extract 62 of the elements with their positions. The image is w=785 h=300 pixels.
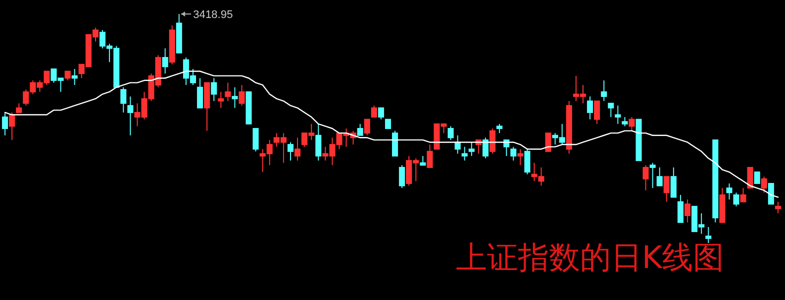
candlestick bbox=[664, 176, 670, 202]
candlestick bbox=[8, 112, 15, 140]
candlestick bbox=[496, 123, 502, 134]
candlestick bbox=[127, 96, 134, 136]
candlestick bbox=[761, 176, 768, 194]
candlestick bbox=[586, 96, 593, 120]
candlestick bbox=[608, 102, 614, 118]
candlestick bbox=[224, 82, 231, 102]
candlestick bbox=[392, 130, 398, 156]
candlestick bbox=[642, 164, 649, 191]
candlestick bbox=[364, 118, 370, 136]
candlestick bbox=[545, 132, 552, 152]
candlestick bbox=[315, 123, 322, 162]
candlestick bbox=[357, 123, 364, 136]
candlestick bbox=[482, 137, 489, 159]
candlestick bbox=[768, 182, 774, 205]
candlestick bbox=[426, 144, 433, 168]
candlestick bbox=[196, 78, 203, 108]
candlestick bbox=[754, 172, 760, 184]
candlestick bbox=[622, 116, 628, 127]
candlestick bbox=[120, 86, 126, 113]
candlestick bbox=[468, 142, 475, 156]
candlestick bbox=[628, 116, 635, 132]
candlestick bbox=[238, 84, 245, 106]
candlestick bbox=[705, 226, 712, 244]
candlestick bbox=[678, 194, 684, 223]
text: 上证指数的日K线图 bbox=[456, 240, 724, 276]
candlestick bbox=[650, 162, 656, 189]
candlestick bbox=[462, 146, 468, 162]
annotation: 3418.95 bbox=[193, 9, 233, 21]
candlestick bbox=[398, 164, 405, 189]
candlestick bbox=[420, 155, 426, 166]
candlestick bbox=[670, 166, 677, 198]
candlestick bbox=[2, 112, 8, 136]
candlestick bbox=[524, 148, 530, 175]
candlestick bbox=[656, 166, 663, 186]
candlestick bbox=[733, 192, 740, 207]
candlestick bbox=[162, 48, 168, 74]
candlestick bbox=[252, 128, 259, 152]
candlestick bbox=[600, 80, 607, 102]
candlestick bbox=[775, 201, 782, 214]
candlestick bbox=[489, 128, 496, 154]
candlestick bbox=[16, 102, 22, 113]
candlestick bbox=[747, 166, 754, 189]
candlestick bbox=[385, 118, 392, 129]
candlestick bbox=[288, 142, 294, 162]
candlestick bbox=[210, 78, 217, 102]
candlestick bbox=[614, 105, 621, 124]
candlestick bbox=[684, 198, 690, 223]
candlestick bbox=[448, 126, 454, 140]
candlestick bbox=[371, 105, 378, 118]
candlestick bbox=[232, 86, 238, 108]
candlestick bbox=[594, 100, 600, 124]
candlestick bbox=[740, 188, 746, 202]
candlestick bbox=[218, 91, 224, 108]
candlestick bbox=[517, 148, 524, 166]
candlestick bbox=[726, 182, 732, 200]
candlestick bbox=[294, 137, 300, 162]
candlestick bbox=[72, 68, 78, 86]
candlestick bbox=[378, 107, 384, 120]
candlestick bbox=[510, 146, 516, 162]
candlestick bbox=[64, 70, 71, 81]
